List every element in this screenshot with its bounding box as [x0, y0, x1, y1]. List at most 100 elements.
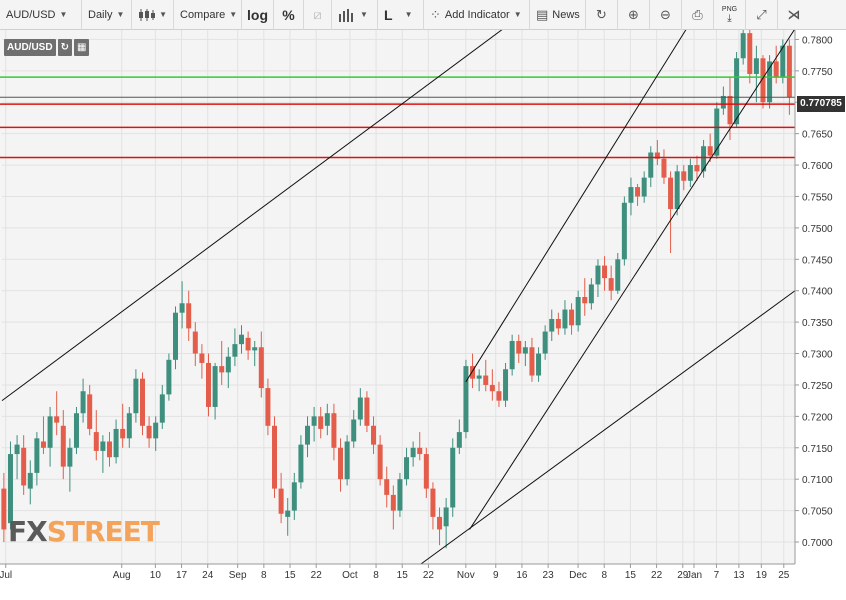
refresh-button[interactable]: ↻ — [586, 0, 618, 30]
candle-body — [212, 366, 218, 407]
candle-body — [430, 488, 436, 517]
candle-body — [489, 384, 495, 392]
x-tick-label: 13 — [733, 570, 745, 581]
calendar-icon[interactable]: ▦ — [73, 39, 90, 56]
candle-body — [133, 378, 139, 414]
line-type-button[interactable]: L ▼ — [378, 0, 424, 30]
zoom-out-button[interactable]: ⊖ — [650, 0, 682, 30]
candle-body — [727, 95, 733, 125]
candle-body — [179, 303, 185, 313]
candle-body — [562, 309, 568, 329]
candle-body — [503, 369, 509, 401]
candle-body — [549, 318, 555, 332]
candle-body — [73, 413, 79, 448]
logo-fx: FX — [8, 515, 48, 548]
collapse-icon: ⋊ — [787, 7, 801, 22]
y-tick-label: 0.7300 — [802, 350, 833, 361]
x-tick-label: Oct — [342, 570, 358, 581]
log-label: log — [247, 6, 268, 23]
candle-body — [47, 416, 53, 448]
candle-body — [470, 366, 476, 379]
candle-body — [371, 425, 377, 445]
candle-body — [239, 334, 245, 345]
candle-body — [674, 171, 680, 210]
collapse-button[interactable]: ⋊ — [778, 0, 810, 30]
candle-body — [582, 297, 588, 304]
candle-body — [450, 447, 456, 508]
candle-body — [753, 58, 759, 74]
fullscreen-button[interactable]: ⤢ — [746, 0, 778, 30]
news-button[interactable]: ▤ News — [530, 0, 586, 30]
y-tick-label: 0.7150 — [802, 444, 833, 455]
compare-button[interactable]: Compare ▼ — [174, 0, 242, 30]
candle-body — [278, 488, 284, 514]
indicator-icon: ⁘ — [430, 7, 441, 22]
study-type-button[interactable]: ▼ — [332, 0, 378, 30]
x-tick-label: 16 — [516, 570, 528, 581]
candle-body — [113, 428, 119, 458]
candle-body — [364, 397, 370, 426]
chevron-down-icon: ▼ — [116, 10, 125, 19]
candle-body — [344, 441, 350, 480]
refresh-icon: ↻ — [596, 7, 607, 22]
symbol-legend: AUD/USD ↻ ▦ — [4, 39, 90, 56]
candle-body — [377, 444, 383, 480]
candle-body — [456, 432, 462, 448]
log-scale-button[interactable]: log — [242, 0, 274, 30]
long-trendline-lower — [420, 290, 796, 565]
x-tick-label: 10 — [150, 570, 162, 581]
candle-body — [285, 510, 291, 517]
add-indicator-button[interactable]: ⁘ Add Indicator ▼ — [424, 0, 530, 30]
x-tick-label: Sep — [229, 570, 247, 581]
zoom-in-button[interactable]: ⊕ — [618, 0, 650, 30]
candle-body — [106, 441, 112, 458]
reload-icon[interactable]: ↻ — [57, 39, 72, 56]
x-tick-label: 22 — [423, 570, 435, 581]
candle-body — [661, 158, 667, 178]
candle-body — [740, 33, 746, 59]
chevron-down-icon: ▼ — [360, 10, 368, 19]
candle-body — [786, 45, 792, 98]
candle-body — [351, 419, 357, 442]
percent-label: % — [282, 6, 295, 23]
candle-body — [93, 432, 99, 451]
candle-body — [714, 108, 720, 156]
candle-body — [569, 309, 575, 326]
drawing-tool-button[interactable]: ⧄ — [304, 0, 332, 30]
candle-body — [641, 177, 647, 197]
x-tick-label: 19 — [756, 570, 768, 581]
candle-body — [60, 425, 66, 467]
interval-selector[interactable]: Daily ▼ — [82, 0, 132, 30]
percent-scale-button[interactable]: % — [274, 0, 304, 30]
candle-body — [40, 441, 46, 448]
y-tick-label: 0.7350 — [802, 318, 833, 329]
y-tick-label: 0.7650 — [802, 130, 833, 141]
compare-label: Compare — [180, 8, 226, 21]
candle-body — [252, 347, 258, 351]
candle-body — [311, 416, 317, 426]
candle-body — [324, 413, 330, 426]
candle-body — [417, 447, 423, 455]
symbol-legend-label: AUD/USD — [4, 39, 56, 56]
chart-type-button[interactable]: ▼ — [132, 0, 174, 30]
candle-body — [318, 416, 324, 429]
candle-body — [258, 347, 264, 389]
symbol-selector[interactable]: AUD/USD ▼ — [0, 0, 82, 30]
candle-body — [67, 447, 73, 467]
y-tick-label: 0.7800 — [802, 35, 833, 46]
print-icon: ⎙ — [692, 7, 703, 22]
candle-body — [384, 479, 390, 495]
x-tick-label: Dec — [569, 570, 587, 581]
candle-body — [509, 340, 515, 370]
bar-chart-icon — [339, 8, 353, 22]
price-chart[interactable]: 0.78000.77500.77000.76500.76000.75500.75… — [0, 30, 846, 600]
print-button[interactable]: ⎙ — [682, 0, 714, 30]
candle-body — [120, 428, 126, 439]
candle-body — [1, 488, 7, 530]
candle-body — [628, 187, 634, 203]
candle-body — [100, 441, 106, 451]
candle-body — [126, 413, 132, 439]
candle-body — [443, 507, 449, 527]
area-chart-icon: ⧄ — [313, 7, 322, 22]
png-export-button[interactable]: PNG ⤓ — [714, 0, 746, 30]
